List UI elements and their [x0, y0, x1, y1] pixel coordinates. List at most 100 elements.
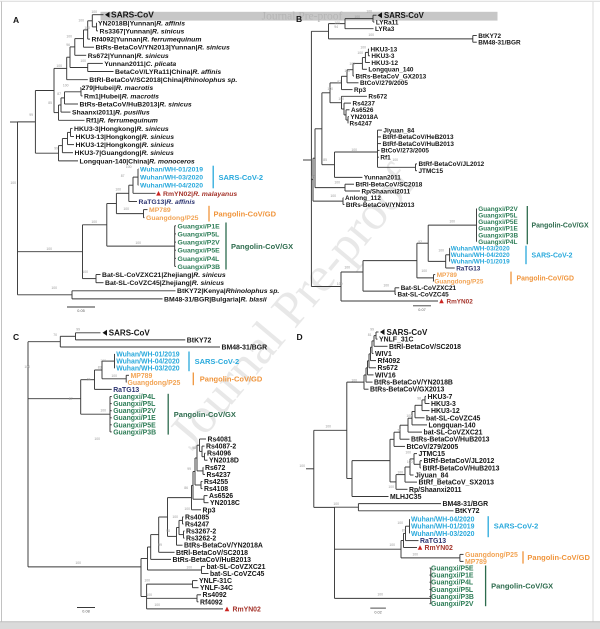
svg-text:SARS-CoV-2: SARS-CoV-2: [219, 173, 264, 182]
svg-text:Wuhan/WH-01/2019: Wuhan/WH-01/2019: [451, 259, 510, 266]
svg-text:100: 100: [397, 521, 403, 525]
svg-text:Guangxi/P4L: Guangxi/P4L: [113, 394, 155, 401]
svg-text:BtKY72: BtKY72: [187, 337, 212, 344]
svg-text:MP789: MP789: [465, 559, 487, 566]
svg-text:87: 87: [69, 397, 73, 401]
svg-text:85: 85: [48, 101, 52, 105]
svg-text:RaTG13: RaTG13: [420, 538, 446, 545]
svg-text:Pangolin-CoV/GD: Pangolin-CoV/GD: [527, 553, 590, 562]
svg-text:100: 100: [100, 409, 106, 413]
svg-text:Rp/Shaanxi2011: Rp/Shaanxi2011: [409, 487, 462, 494]
svg-text:100: 100: [357, 51, 363, 55]
svg-text:100: 100: [366, 10, 372, 14]
svg-text:100: 100: [186, 566, 192, 570]
svg-text:Pangolin-CoV/GX: Pangolin-CoV/GX: [532, 223, 589, 230]
svg-text:100: 100: [51, 286, 57, 290]
svg-text:BM48-31/BGR|Bulgaria|R. blasii: BM48-31/BGR|Bulgaria|R. blasii: [164, 296, 268, 303]
svg-text:bat-SL-CoVZXC21: bat-SL-CoVZXC21: [207, 564, 266, 571]
svg-text:Rs672: Rs672: [205, 465, 225, 472]
svg-text:RaTG13: RaTG13: [456, 265, 481, 272]
svg-text:Bat-SL-CoVZXC21: Bat-SL-CoVZXC21: [401, 285, 457, 292]
svg-text:Guangdong/P25: Guangdong/P25: [434, 279, 483, 286]
svg-text:81: 81: [368, 333, 372, 337]
svg-text:BtRf-BetaCoV/JL2012: BtRf-BetaCoV/JL2012: [419, 161, 485, 168]
svg-text:96: 96: [66, 43, 70, 47]
svg-text:Rs3262-2: Rs3262-2: [186, 536, 216, 543]
svg-text:Wuhan/WH-04/2020: Wuhan/WH-04/2020: [140, 183, 203, 190]
svg-text:Rs4092: Rs4092: [203, 592, 227, 599]
svg-text:Bat-SL-CoVZC45|Zhejiang|R. sin: Bat-SL-CoVZC45|Zhejiang|R. sinicus: [105, 280, 224, 287]
svg-text:99: 99: [54, 147, 58, 151]
svg-text:BetaCoV/LYRa11|China|R. affini: BetaCoV/LYRa11|China|R. affinis: [115, 69, 221, 76]
svg-text:Wuhan/WH-03/2020: Wuhan/WH-03/2020: [140, 175, 203, 182]
svg-text:Pangolin-CoV/GX: Pangolin-CoV/GX: [174, 410, 236, 419]
svg-text:SARS-CoV-2: SARS-CoV-2: [532, 252, 573, 259]
svg-text:Longquan-140: Longquan-140: [429, 422, 476, 429]
svg-text:Rs3367|Yunnan|R. sinicus: Rs3367|Yunnan|R. sinicus: [100, 28, 185, 35]
svg-text:83: 83: [98, 366, 102, 370]
svg-text:92: 92: [418, 240, 422, 244]
svg-text:Rf1|R. ferrumequinum: Rf1|R. ferrumequinum: [86, 118, 158, 125]
svg-text:100: 100: [146, 593, 152, 597]
svg-text:Guangxi/P2V: Guangxi/P2V: [478, 206, 518, 213]
svg-text:100: 100: [135, 241, 141, 245]
svg-text:Rs672: Rs672: [378, 365, 398, 372]
svg-text:100: 100: [397, 471, 403, 475]
svg-text:WIV16: WIV16: [375, 372, 396, 379]
svg-text:Rs672|Yunnan|R. sinicus: Rs672|Yunnan|R. sinicus: [88, 53, 169, 60]
svg-text:100: 100: [337, 282, 343, 286]
svg-text:Guangxi/P2V: Guangxi/P2V: [431, 601, 474, 608]
svg-text:Wuhan/WH-01/2019: Wuhan/WH-01/2019: [411, 524, 475, 531]
svg-text:bat-SL-CoVZC45: bat-SL-CoVZC45: [210, 571, 265, 578]
svg-text:0.07: 0.07: [418, 308, 425, 312]
svg-text:Rs4081: Rs4081: [208, 437, 232, 444]
svg-text:Guangxi/P4L: Guangxi/P4L: [478, 239, 517, 246]
svg-text:As6526: As6526: [209, 493, 233, 500]
svg-text:100: 100: [368, 33, 374, 37]
svg-text:SARS-CoV: SARS-CoV: [387, 328, 429, 337]
svg-text:BtRf-BetaCoV/HeB2013: BtRf-BetaCoV/HeB2013: [383, 134, 454, 141]
svg-text:100: 100: [388, 485, 394, 489]
svg-text:Guangxi/P3B: Guangxi/P3B: [178, 264, 221, 271]
svg-text:YNLF_31C: YNLF_31C: [379, 337, 413, 344]
svg-text:98: 98: [417, 397, 421, 401]
svg-text:BtRf-BetaCoV/HuB2013: BtRf-BetaCoV/HuB2013: [383, 141, 455, 148]
svg-text:HKU3-3|Hongkong|R. sinicus: HKU3-3|Hongkong|R. sinicus: [74, 126, 169, 133]
svg-text:Jiyuan_84: Jiyuan_84: [415, 473, 448, 480]
svg-text:HKU3-3: HKU3-3: [431, 401, 456, 408]
svg-text:0.08: 0.08: [82, 610, 89, 614]
svg-text:100: 100: [24, 365, 30, 369]
svg-text:BM48-31/BGR: BM48-31/BGR: [443, 501, 489, 508]
svg-text:98: 98: [192, 446, 196, 450]
svg-text:0.05: 0.05: [77, 309, 84, 313]
svg-text:Pangolin-CoV/GX: Pangolin-CoV/GX: [231, 242, 293, 251]
svg-text:99: 99: [76, 328, 80, 332]
svg-text:Wuhan/WH-04/2020: Wuhan/WH-04/2020: [451, 252, 510, 259]
svg-text:Rf4092: Rf4092: [200, 599, 223, 606]
svg-text:87: 87: [57, 92, 61, 96]
svg-text:Guangxi/P5E: Guangxi/P5E: [431, 565, 474, 572]
svg-text:BtRl-BetaCoV/SC2018: BtRl-BetaCoV/SC2018: [389, 344, 461, 351]
svg-text:Rs4237: Rs4237: [353, 100, 376, 107]
svg-text:85: 85: [323, 158, 327, 162]
svg-text:SARS-CoV: SARS-CoV: [384, 11, 425, 20]
svg-text:BtRs-BetaCoV/HuB2013|R. sinicu: BtRs-BetaCoV/HuB2013|R. sinicus: [80, 102, 192, 109]
svg-text:100: 100: [333, 502, 339, 506]
svg-text:87: 87: [402, 529, 406, 533]
svg-text:100: 100: [126, 165, 132, 169]
svg-text:Yunnan2011|C. plicata: Yunnan2011|C. plicata: [104, 61, 176, 68]
svg-text:RmYN02: RmYN02: [233, 606, 262, 613]
svg-text:100: 100: [172, 515, 178, 519]
svg-text:Guangxi/P4L: Guangxi/P4L: [178, 256, 220, 263]
svg-text:Rs672: Rs672: [368, 94, 387, 101]
svg-text:Guangxi/P5L: Guangxi/P5L: [113, 401, 155, 408]
svg-text:Pangolin-CoV/GX: Pangolin-CoV/GX: [491, 582, 553, 591]
svg-text:Rp/Shaanxi2011: Rp/Shaanxi2011: [362, 188, 411, 195]
svg-text:99: 99: [29, 113, 33, 117]
svg-text:Guangxi/P3B: Guangxi/P3B: [431, 594, 474, 601]
svg-text:Guangxi/P1E: Guangxi/P1E: [113, 415, 156, 422]
svg-text:100: 100: [94, 437, 100, 441]
svg-text:BtRs-BetaCoV_GX2013: BtRs-BetaCoV_GX2013: [356, 73, 427, 80]
svg-text:100: 100: [338, 97, 344, 101]
svg-text:BtRf_BetaCoV_SX2013: BtRf_BetaCoV_SX2013: [419, 480, 495, 487]
